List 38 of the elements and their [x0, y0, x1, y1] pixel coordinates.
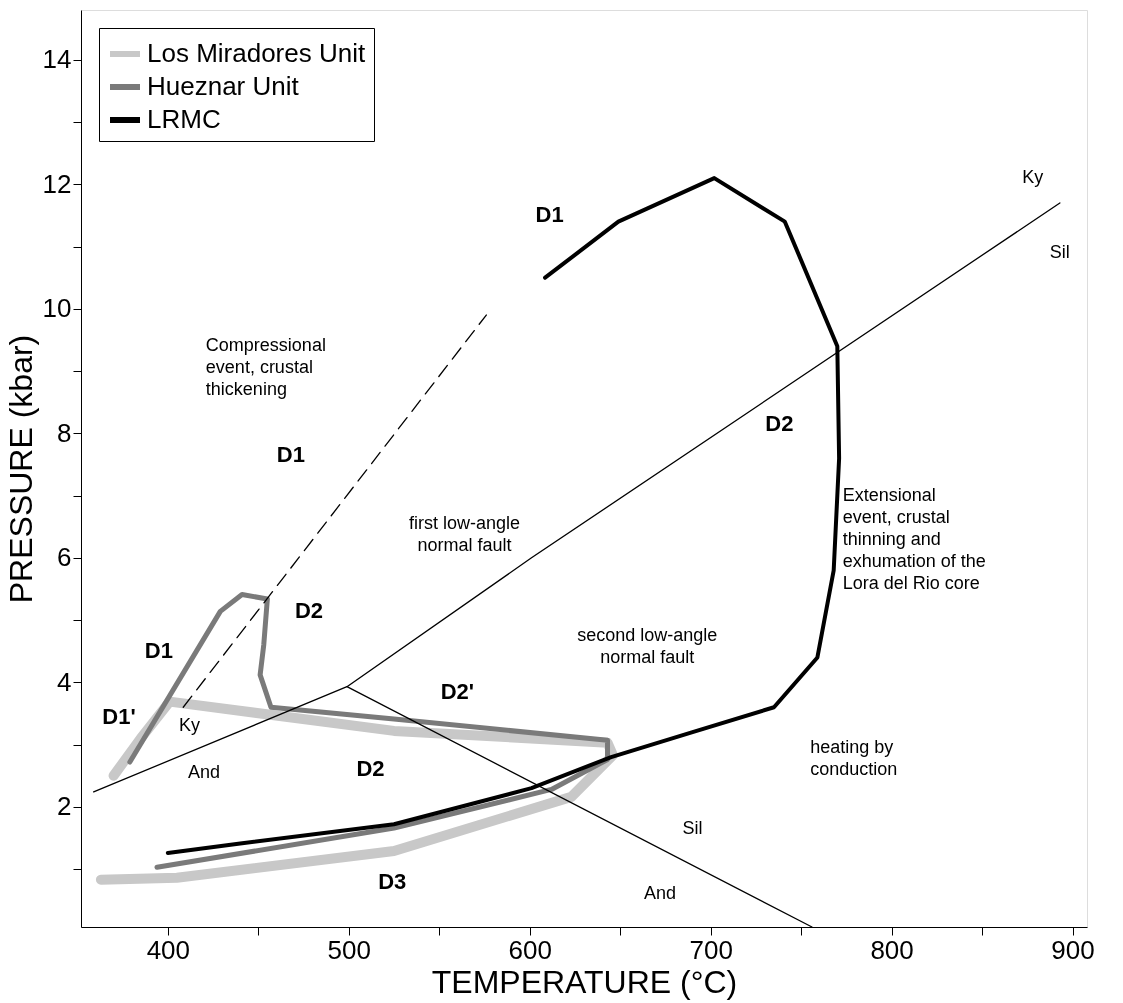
x-axis-title: TEMPERATURE (°C) [431, 963, 738, 1000]
annotation: D2 [294, 597, 324, 623]
annotation: Ky [1022, 167, 1044, 188]
annotation: second low-angle normal fault [577, 624, 718, 667]
annotation: first low-angle normal fault [409, 512, 521, 555]
annotation: D1' [102, 703, 136, 729]
y-tick-label: 6 [57, 542, 72, 573]
y-tick-label: 14 [42, 44, 72, 75]
x-tick-label: 900 [1051, 934, 1095, 965]
legend-label: Los Miradores Unit [147, 38, 366, 68]
annotation: D1 [535, 202, 564, 228]
annotation: D1 [144, 638, 173, 664]
x-tick-label: 500 [327, 934, 371, 965]
annotation: heating by conduction [810, 736, 898, 779]
annotation: D2 [765, 410, 794, 436]
annotation: Ky [179, 714, 201, 735]
x-tick-label: 800 [870, 934, 914, 965]
annotation: D3 [378, 868, 407, 894]
legend-label: LRMC [147, 104, 221, 134]
x-tick-label: 600 [508, 934, 552, 965]
x-tick-label: 400 [146, 934, 191, 965]
y-tick-label: 10 [42, 293, 72, 324]
y-tick-label: 12 [42, 168, 72, 199]
annotation: Extensional event, crustal thinning and exhumation of the Lora del Rio core [842, 484, 986, 593]
annotation: D1 [276, 442, 305, 468]
legend-label: Hueznar Unit [147, 71, 300, 101]
annotation: D2' [440, 678, 475, 704]
y-tick-label: 2 [57, 791, 72, 822]
annotation: D2 [356, 756, 385, 782]
annotation: Compressional event, crustal thickening [205, 335, 326, 400]
annotation: And [188, 761, 221, 782]
annotation: Sil [682, 817, 703, 838]
x-tick-label: 700 [689, 934, 733, 965]
annotation: And [643, 883, 677, 904]
y-axis-title: PRESSURE (kbar) [2, 334, 39, 604]
y-tick-label: 4 [57, 666, 72, 697]
y-tick-label: 8 [57, 417, 72, 448]
annotation: Sil [1049, 241, 1070, 262]
